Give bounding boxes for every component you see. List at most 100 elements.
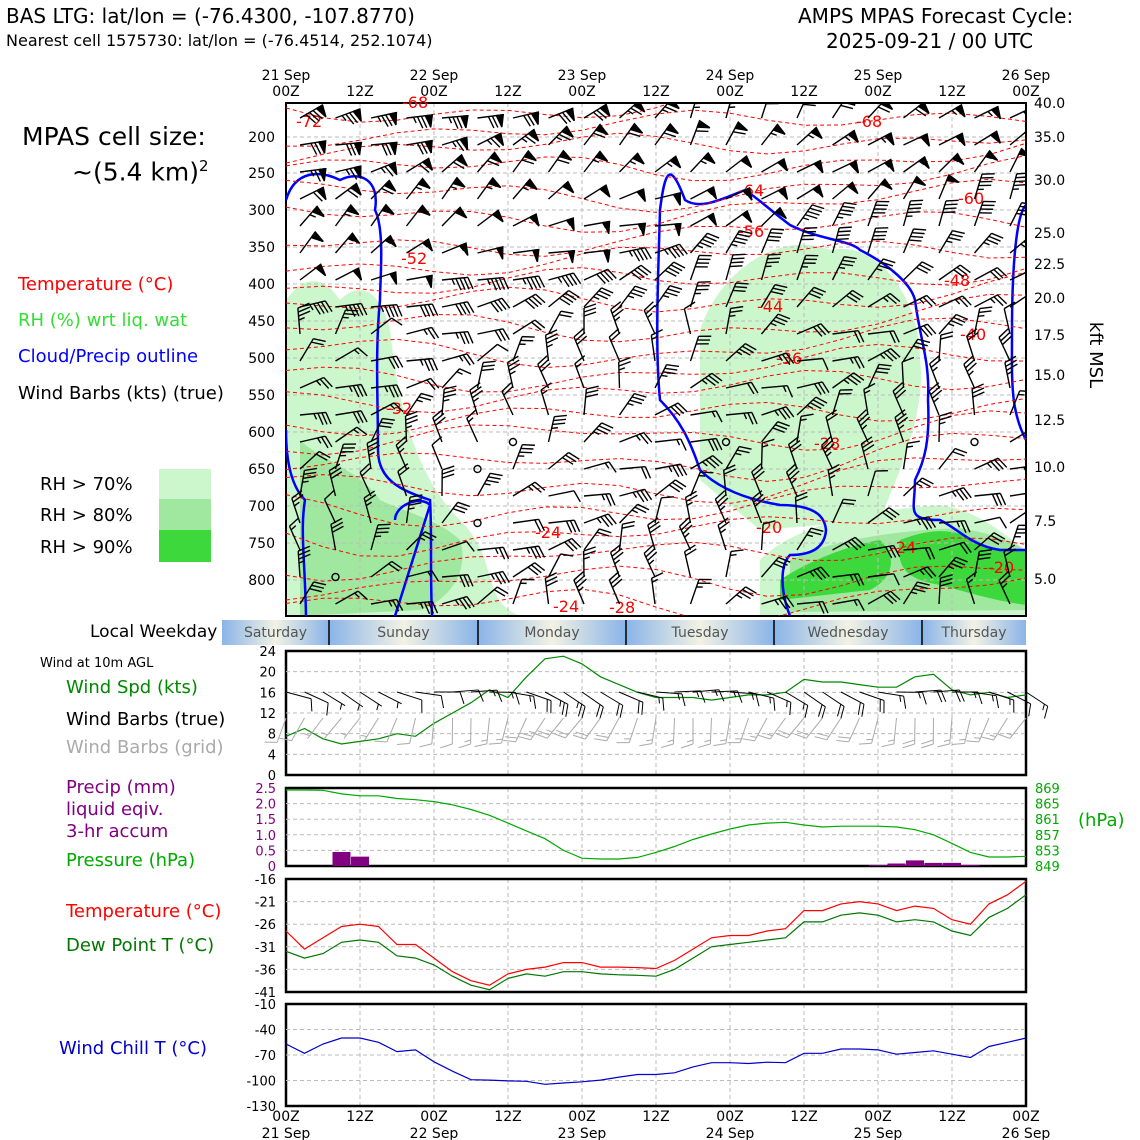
wind-barb: [832, 573, 865, 587]
temperature-contour-label: -40: [960, 325, 986, 344]
barb-staff: [974, 532, 995, 551]
barb-full: [931, 389, 943, 399]
barb-staff: [766, 691, 792, 703]
barb-full: [498, 572, 507, 584]
bottom-day-label: 26 Sep: [1002, 1126, 1051, 1140]
barb-full: [727, 742, 741, 744]
top-hour-label: 00Z: [420, 84, 447, 100]
barb-full: [736, 449, 750, 454]
barb-half: [711, 411, 716, 418]
barb-staff: [512, 562, 536, 578]
wind-barb: [441, 574, 474, 588]
barb-full: [325, 412, 332, 425]
wind-barb: [796, 323, 830, 337]
barb-half: [866, 738, 873, 741]
barb-full: [636, 490, 645, 503]
y-tick-label: 865: [1035, 798, 1060, 813]
barb-half: [1012, 188, 1019, 191]
barb-full: [989, 270, 1001, 281]
barb-full: [939, 415, 952, 421]
wind-barb: [938, 487, 972, 501]
barb-full: [980, 208, 994, 210]
wind-barb: [903, 477, 934, 497]
barb-full: [494, 136, 504, 146]
wind-barb: [370, 203, 395, 227]
barb-staff: [477, 546, 504, 551]
wind-barb: [370, 384, 403, 398]
temperature-contour-label: -64: [738, 181, 764, 200]
barb-full: [729, 265, 743, 268]
barb-full: [562, 456, 574, 465]
barb-staff: [769, 717, 786, 740]
barb-full: [966, 740, 979, 743]
barb-full: [952, 451, 965, 457]
wind-barb: [322, 691, 346, 710]
barb-full: [772, 129, 786, 135]
barb-full: [977, 556, 991, 561]
barb-full: [470, 386, 482, 395]
barb-full: [573, 571, 584, 581]
barb-full: [775, 732, 788, 739]
wind-barb: [689, 471, 713, 497]
barb-full: [459, 691, 465, 705]
barb-half: [443, 398, 450, 402]
barb-full: [1019, 390, 1026, 393]
barb-staff: [998, 580, 1011, 605]
wind-barb: [647, 517, 661, 551]
barb-full: [777, 729, 791, 736]
barb-staff: [606, 717, 620, 742]
barb-flag: [567, 249, 576, 264]
barb-full: [640, 248, 648, 260]
wind-barb: [473, 518, 482, 528]
barb-full: [521, 578, 535, 581]
barb-staff: [654, 438, 681, 443]
wind-barb: [761, 352, 795, 366]
barb-full: [816, 732, 830, 737]
temperature-contour-label: -24: [553, 597, 579, 616]
barb-full: [555, 729, 569, 736]
wind-barb: [894, 409, 909, 443]
barb-full: [384, 305, 391, 318]
barb-full: [809, 207, 823, 213]
wind-barb: [512, 293, 546, 310]
barb-full: [346, 210, 359, 216]
barb-full: [982, 173, 995, 175]
barb-full: [311, 584, 325, 589]
barb-staff: [548, 451, 570, 470]
barb-full: [534, 319, 546, 329]
barb-full: [521, 159, 535, 165]
barb-full: [986, 238, 999, 245]
y-tick-label: -70: [255, 1049, 276, 1064]
barb-full: [611, 304, 623, 314]
barb-half: [661, 109, 669, 113]
barb-staff: [1025, 691, 1049, 707]
barb-half: [377, 116, 382, 123]
barb-staff: [530, 717, 546, 741]
barb-full: [531, 483, 542, 493]
barb-staff: [674, 690, 701, 693]
barb-staff: [415, 691, 442, 697]
kft-tick-label: 12.5: [1034, 413, 1065, 429]
barb-full: [575, 331, 586, 342]
wind-barb: [1009, 491, 1026, 497]
barb-full: [800, 413, 814, 418]
legend-rh70: RH > 70%: [40, 474, 133, 495]
barb-full: [489, 157, 502, 164]
wind-barb: [608, 571, 623, 605]
barb-half: [365, 501, 372, 507]
barb-full: [604, 514, 614, 526]
temperature-contour-label: -44: [757, 297, 783, 316]
kft-axis-title: kft MSL: [1085, 322, 1106, 388]
wind-barb: [370, 402, 404, 416]
wind-barb: [512, 481, 546, 497]
wind-barb: [299, 167, 327, 182]
barb-full: [836, 739, 849, 743]
top-day-label: 21 Sep: [262, 68, 311, 84]
barb-flag: [636, 188, 647, 202]
barb-half: [596, 517, 602, 524]
barb-full: [744, 342, 757, 351]
barb-staff: [901, 361, 905, 389]
barb-full: [320, 301, 329, 313]
wind-barb: [751, 490, 766, 524]
barb-half: [632, 491, 638, 499]
